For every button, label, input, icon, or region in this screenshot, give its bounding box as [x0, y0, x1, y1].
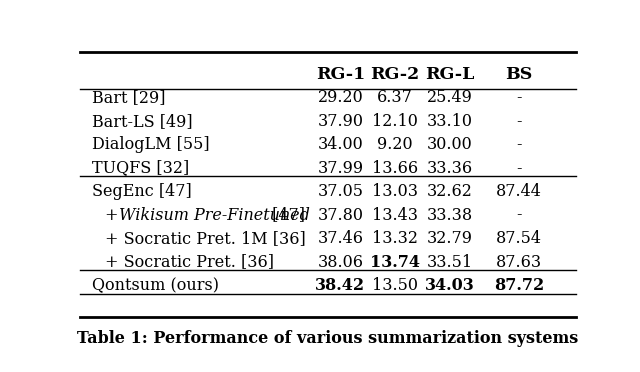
Text: Bart-LS [49]: Bart-LS [49]	[92, 113, 193, 129]
Text: 87.72: 87.72	[494, 277, 544, 294]
Text: 29.20: 29.20	[317, 89, 364, 106]
Text: + Socratic Pret. 1M [36]: + Socratic Pret. 1M [36]	[105, 230, 305, 247]
Text: 37.90: 37.90	[317, 113, 364, 129]
Text: 33.51: 33.51	[426, 254, 472, 270]
Text: + Socratic Pret. [36]: + Socratic Pret. [36]	[105, 254, 274, 270]
Text: BS: BS	[506, 66, 532, 83]
Text: 25.49: 25.49	[427, 89, 472, 106]
Text: DialogLM [55]: DialogLM [55]	[92, 136, 210, 153]
Text: 13.50: 13.50	[372, 277, 418, 294]
Text: -: -	[516, 89, 522, 106]
Text: 13.74: 13.74	[370, 254, 420, 270]
Text: -: -	[516, 113, 522, 129]
Text: TUQFS [32]: TUQFS [32]	[92, 160, 189, 177]
Text: 33.38: 33.38	[426, 206, 472, 224]
Text: 38.42: 38.42	[316, 277, 365, 294]
Text: 37.80: 37.80	[317, 206, 364, 224]
Text: [47]: [47]	[267, 206, 305, 224]
Text: 87.54: 87.54	[496, 230, 542, 247]
Text: Qontsum (ours): Qontsum (ours)	[92, 277, 220, 294]
Text: 9.20: 9.20	[377, 136, 413, 153]
Text: Table 1: Performance of various summarization systems: Table 1: Performance of various summariz…	[77, 330, 579, 347]
Text: 12.10: 12.10	[372, 113, 418, 129]
Text: 33.36: 33.36	[426, 160, 472, 177]
Text: RG-L: RG-L	[425, 66, 474, 83]
Text: RG-2: RG-2	[371, 66, 420, 83]
Text: Bart [29]: Bart [29]	[92, 89, 166, 106]
Text: 32.62: 32.62	[427, 183, 472, 200]
Text: -: -	[516, 206, 522, 224]
Text: SegEnc [47]: SegEnc [47]	[92, 183, 192, 200]
Text: 38.06: 38.06	[317, 254, 364, 270]
Text: 37.46: 37.46	[317, 230, 364, 247]
Text: Wikisum Pre-Finetuned: Wikisum Pre-Finetuned	[119, 206, 310, 224]
Text: 37.05: 37.05	[317, 183, 364, 200]
Text: RG-1: RG-1	[316, 66, 365, 83]
Text: 13.32: 13.32	[372, 230, 418, 247]
Text: 87.44: 87.44	[496, 183, 542, 200]
Text: -: -	[516, 160, 522, 177]
Text: 37.99: 37.99	[317, 160, 364, 177]
Text: 32.79: 32.79	[426, 230, 472, 247]
Text: 34.00: 34.00	[317, 136, 364, 153]
Text: 13.43: 13.43	[372, 206, 418, 224]
Text: 87.63: 87.63	[496, 254, 542, 270]
Text: 6.37: 6.37	[377, 89, 413, 106]
Text: +: +	[105, 206, 124, 224]
Text: 13.03: 13.03	[372, 183, 418, 200]
Text: 30.00: 30.00	[427, 136, 472, 153]
Text: -: -	[516, 136, 522, 153]
Text: 34.03: 34.03	[425, 277, 474, 294]
Text: 13.66: 13.66	[372, 160, 418, 177]
Text: 33.10: 33.10	[426, 113, 472, 129]
